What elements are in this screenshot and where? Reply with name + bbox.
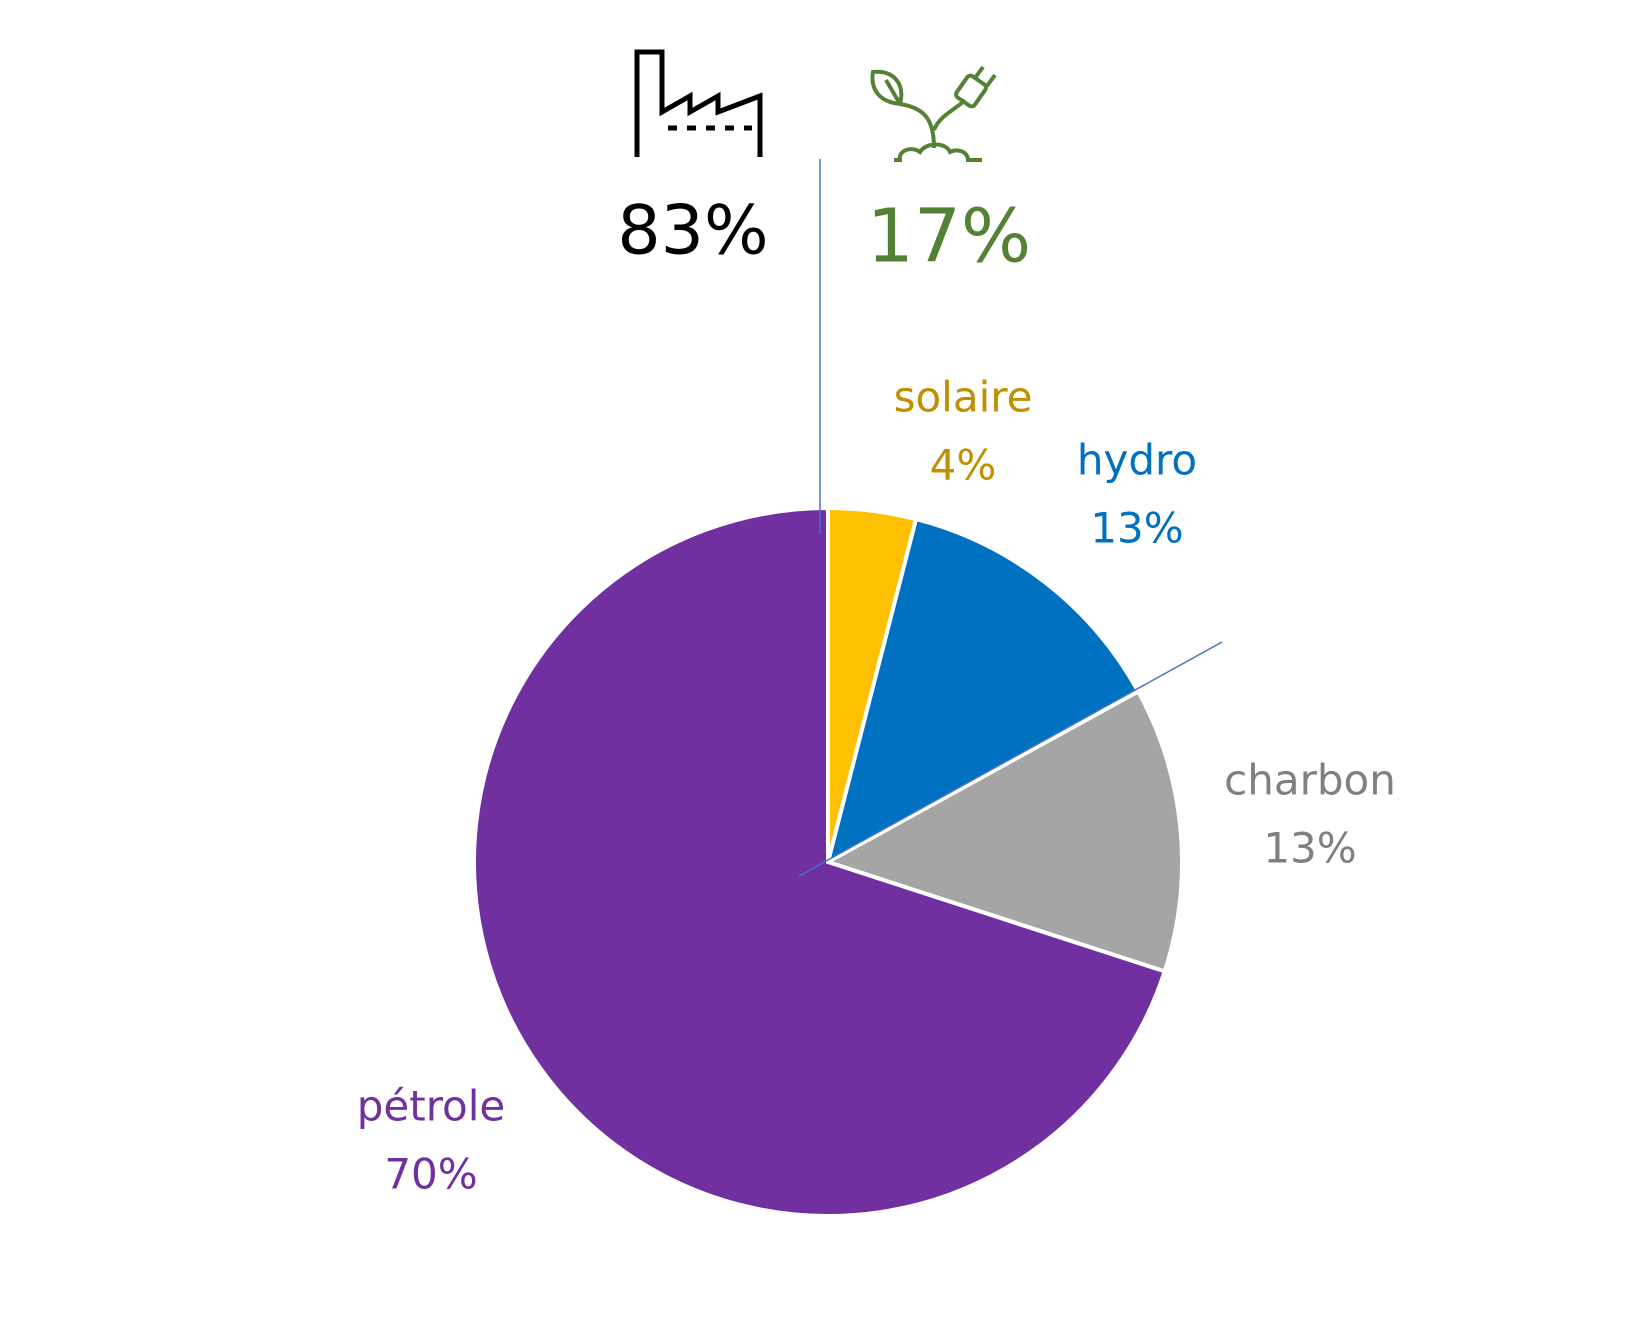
annotation: 83% [617,192,768,271]
factory-icon [634,49,763,157]
value-label: 13% [1090,504,1183,553]
value-label: 70% [384,1150,477,1199]
annotation: 17% [867,194,1031,280]
value-label: 13% [1263,824,1356,873]
pie-slice [822,688,1184,974]
divider-line [798,641,1223,877]
pie-slice [472,505,1168,1218]
pie [472,505,1184,1218]
slice-label: charbon [1224,756,1396,805]
slice-label: pétrole [357,1082,506,1131]
value-label: 4% [930,441,997,490]
plant-icon [870,65,997,162]
slice-label: solaire [894,373,1033,422]
pie-slice [824,516,1141,866]
slice-label: hydro [1077,436,1197,485]
